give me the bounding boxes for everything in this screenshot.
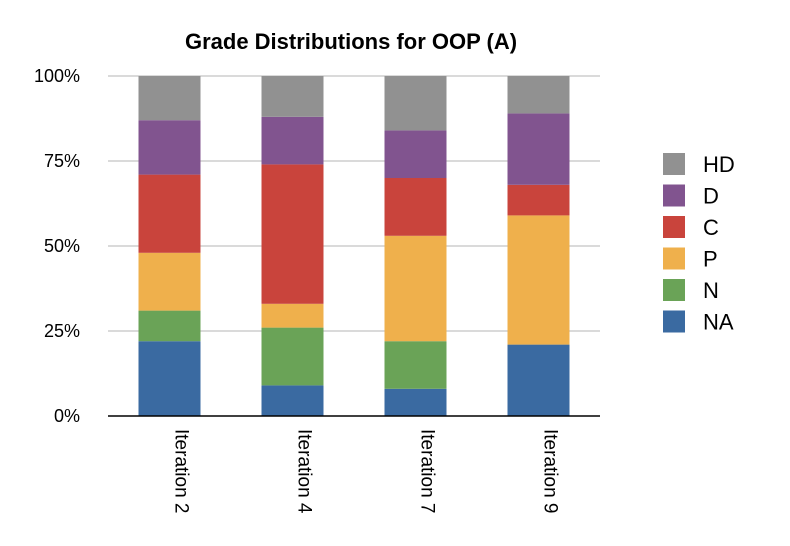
bar-segment-d-1 xyxy=(138,120,201,175)
bar-segment-na-3 xyxy=(384,388,447,416)
bar-segment-hd-3 xyxy=(384,76,447,131)
legend-label-c: C xyxy=(703,215,719,240)
x-axis-labels: Iteration 2 Iteration 4 Iteration 7 Iterati… xyxy=(171,429,561,514)
legend-swatch-n xyxy=(663,279,685,301)
bar-segment-hd-2 xyxy=(261,76,324,117)
x-tick-label: Iteration 9 xyxy=(540,429,561,514)
bar-segment-p-1 xyxy=(138,252,201,311)
bar-segment-p-4 xyxy=(507,215,570,345)
chart-title: Grade Distributions for OOP (A) xyxy=(185,29,517,54)
y-axis-ticks: 0% 25% 50% 75% 100% xyxy=(34,66,80,426)
y-tick-label: 0% xyxy=(54,406,80,426)
legend-swatch-c xyxy=(663,216,685,238)
legend-swatch-na xyxy=(663,310,685,333)
bars xyxy=(138,76,570,416)
legend-label-na: NA xyxy=(703,310,734,335)
y-tick-label: 50% xyxy=(44,236,80,256)
bar-segment-p-3 xyxy=(384,235,447,342)
bar-segment-na-4 xyxy=(507,344,570,416)
legend-label-hd: HD xyxy=(703,152,735,177)
bar-segment-n-2 xyxy=(261,327,324,386)
bar-segment-c-3 xyxy=(384,178,447,236)
bar-segment-hd-1 xyxy=(138,76,201,121)
x-tick-label: Iteration 7 xyxy=(417,429,438,514)
bar-segment-c-4 xyxy=(507,184,570,216)
legend-swatch-p xyxy=(663,247,685,270)
bar-segment-d-4 xyxy=(507,113,570,185)
legend-label-d: D xyxy=(703,184,719,209)
bar-segment-c-1 xyxy=(138,174,201,253)
legend-label-n: N xyxy=(703,278,719,303)
bar-segment-c-2 xyxy=(261,164,324,304)
bar-segment-p-2 xyxy=(261,303,324,328)
x-tick-label: Iteration 2 xyxy=(171,429,192,514)
legend-swatch-hd xyxy=(663,153,685,175)
bar-segment-n-3 xyxy=(384,341,447,389)
bar-segment-d-3 xyxy=(384,130,447,178)
legend-label-p: P xyxy=(703,247,718,272)
bar-segment-na-1 xyxy=(138,341,201,416)
y-tick-label: 25% xyxy=(44,321,80,341)
bar-segment-n-1 xyxy=(138,310,201,342)
legend-swatch-d xyxy=(663,184,685,207)
bar-segment-d-2 xyxy=(261,116,324,165)
x-tick-label: Iteration 4 xyxy=(294,429,315,514)
y-tick-label: 100% xyxy=(34,66,80,86)
bar-segment-na-2 xyxy=(261,385,324,416)
bar-segment-hd-4 xyxy=(507,76,570,114)
y-tick-label: 75% xyxy=(44,151,80,171)
